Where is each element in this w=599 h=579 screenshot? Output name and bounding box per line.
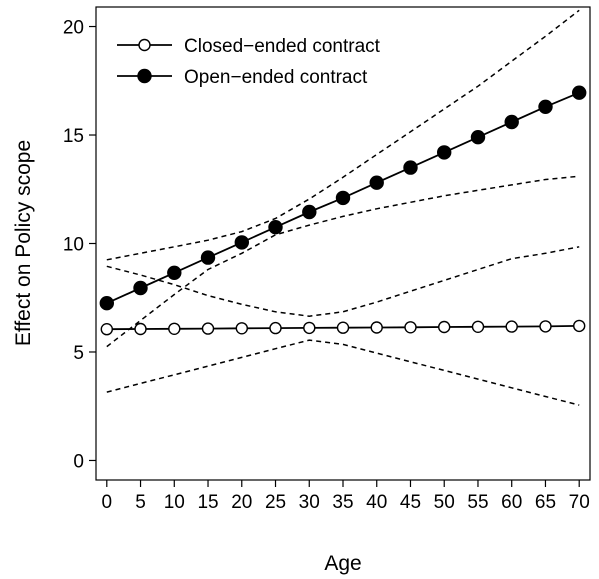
y-tick-label: 5	[73, 343, 84, 364]
series-markers	[100, 86, 585, 335]
open-ended-point	[505, 116, 518, 129]
x-tick-label: 20	[231, 492, 252, 513]
y-tick-label: 0	[73, 451, 84, 472]
closed-ended-point	[338, 322, 349, 333]
closed-ended-point	[506, 321, 517, 332]
y-axis: 0 5 10 15 20	[63, 18, 96, 473]
open-ended-point	[134, 282, 147, 295]
closed-ended-ci-lower	[107, 340, 579, 405]
closed-ended-point	[101, 324, 112, 335]
closed-ended-point	[236, 323, 247, 334]
open-ended-point	[404, 161, 417, 174]
x-tick-label: 70	[569, 492, 590, 513]
closed-ended-point	[371, 322, 382, 333]
closed-ended-point	[473, 321, 484, 332]
open-ended-point	[370, 176, 383, 189]
open-ended-point	[100, 297, 113, 310]
open-ended-point	[303, 206, 316, 219]
closed-ended-point	[203, 323, 214, 334]
legend-closed-ended-label: Closed−ended contract	[184, 36, 381, 57]
x-tick-label: 50	[434, 492, 455, 513]
open-ended-point	[168, 266, 181, 279]
open-ended-point	[438, 146, 451, 159]
closed-ended-point	[270, 323, 281, 334]
x-tick-label: 35	[332, 492, 353, 513]
x-axis-title: Age	[324, 552, 361, 575]
x-tick-label: 5	[135, 492, 146, 513]
legend-open-ended-marker	[138, 70, 151, 83]
y-tick-label: 10	[63, 235, 84, 256]
closed-ended-point	[574, 320, 585, 331]
x-axis: 0 5 10 15 20 25 30 35 40 45 50 55 60 65 70	[102, 480, 590, 513]
closed-ended-point	[169, 323, 180, 334]
open-ended-point	[269, 221, 282, 234]
y-axis-title: Effect on Policy scope	[12, 140, 35, 346]
x-tick-label: 65	[535, 492, 556, 513]
y-tick-label: 15	[63, 126, 84, 147]
x-tick-label: 10	[164, 492, 185, 513]
open-ended-point	[573, 86, 586, 99]
open-ended-point	[539, 100, 552, 113]
open-ended-point	[202, 251, 215, 264]
open-ended-point	[235, 236, 248, 249]
x-tick-label: 45	[400, 492, 421, 513]
closed-ended-ci-upper	[107, 247, 579, 316]
closed-ended-point	[439, 322, 450, 333]
closed-ended-point	[405, 322, 416, 333]
open-ended-point	[472, 131, 485, 144]
legend: Closed−ended contract Open−ended contract	[117, 36, 381, 88]
closed-ended-point	[304, 322, 315, 333]
open-ended-point	[337, 191, 350, 204]
x-tick-label: 15	[197, 492, 218, 513]
closed-ended-point	[540, 321, 551, 332]
x-tick-label: 30	[299, 492, 320, 513]
x-tick-label: 60	[501, 492, 522, 513]
x-tick-label: 40	[366, 492, 387, 513]
legend-open-ended-label: Open−ended contract	[184, 67, 368, 88]
x-tick-label: 25	[265, 492, 286, 513]
x-tick-label: 0	[102, 492, 113, 513]
x-tick-label: 55	[467, 492, 488, 513]
y-tick-label: 20	[63, 18, 84, 39]
legend-closed-ended-marker	[139, 40, 150, 51]
closed-ended-point	[135, 324, 146, 335]
